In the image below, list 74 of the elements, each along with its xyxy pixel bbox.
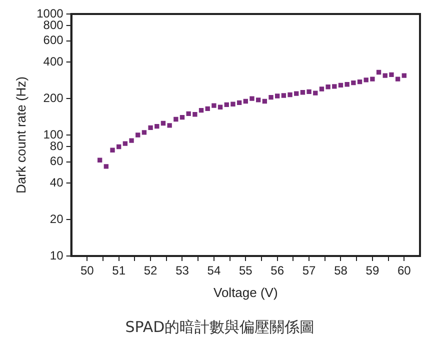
point bbox=[281, 93, 286, 98]
y-tick-label: 800 bbox=[43, 18, 64, 32]
y-tick-label: 400 bbox=[43, 54, 64, 68]
point bbox=[344, 82, 350, 87]
point bbox=[148, 125, 153, 130]
x-tick-label: 51 bbox=[112, 264, 126, 278]
x-tick-label: 60 bbox=[397, 264, 412, 278]
point bbox=[268, 94, 274, 100]
point bbox=[142, 130, 147, 135]
point bbox=[376, 70, 382, 75]
point bbox=[294, 91, 299, 96]
point bbox=[186, 111, 191, 116]
point bbox=[288, 92, 292, 98]
point bbox=[236, 100, 242, 106]
y-axis-title: Dark count rate (Hz) bbox=[13, 76, 28, 194]
y-tick-label: 600 bbox=[43, 33, 64, 48]
point bbox=[167, 123, 172, 128]
point bbox=[212, 103, 216, 108]
point bbox=[205, 106, 210, 112]
point bbox=[402, 73, 406, 78]
point bbox=[357, 80, 362, 84]
y-tick-label: 40 bbox=[50, 175, 64, 190]
y-tick-label: 60 bbox=[50, 154, 64, 168]
x-axis-title: Voltage (V) bbox=[213, 284, 278, 300]
point bbox=[382, 73, 388, 78]
point bbox=[180, 114, 185, 120]
y-tick-label: 100 bbox=[43, 127, 64, 142]
point bbox=[218, 104, 223, 110]
point bbox=[256, 98, 261, 102]
point bbox=[122, 141, 128, 146]
y-tick-label: 20 bbox=[50, 212, 64, 226]
point bbox=[129, 138, 134, 143]
point bbox=[313, 90, 318, 96]
point bbox=[395, 76, 400, 82]
point bbox=[326, 84, 330, 90]
x-tick-label: 50 bbox=[80, 264, 94, 278]
point bbox=[136, 132, 140, 138]
point bbox=[243, 98, 248, 104]
point bbox=[389, 72, 394, 78]
x-tick-label: 56 bbox=[270, 264, 284, 278]
point bbox=[110, 148, 115, 152]
point bbox=[319, 86, 324, 92]
y-tick-label: 200 bbox=[43, 90, 64, 105]
point bbox=[351, 80, 356, 86]
point bbox=[198, 108, 204, 113]
y-tick-label: 10 bbox=[50, 248, 64, 262]
point bbox=[338, 82, 344, 88]
x-tick-label: 54 bbox=[207, 264, 221, 278]
y-tick-label: 1000 bbox=[36, 6, 64, 20]
point bbox=[306, 89, 312, 94]
x-tick-label: 55 bbox=[238, 264, 253, 278]
point bbox=[154, 124, 160, 129]
point bbox=[97, 158, 102, 162]
point bbox=[160, 120, 166, 126]
point bbox=[116, 144, 122, 150]
point bbox=[300, 90, 306, 95]
x-tick-label: 53 bbox=[176, 264, 190, 278]
y-tick-label: 80 bbox=[50, 139, 64, 154]
point bbox=[174, 116, 178, 122]
point bbox=[332, 84, 337, 89]
point bbox=[192, 112, 198, 117]
text: SPAD的暗計數與偏壓關係圖 bbox=[124, 318, 316, 337]
point bbox=[262, 98, 268, 104]
point bbox=[275, 94, 280, 98]
x-tick-label: 52 bbox=[144, 264, 158, 278]
point bbox=[370, 76, 375, 82]
point bbox=[224, 102, 229, 108]
x-tick-label: 58 bbox=[334, 264, 348, 278]
point bbox=[104, 164, 109, 169]
point bbox=[364, 78, 368, 82]
point bbox=[230, 102, 236, 106]
x-tick-label: 57 bbox=[302, 264, 316, 278]
x-tick-label: 59 bbox=[366, 264, 380, 278]
point bbox=[250, 96, 254, 101]
